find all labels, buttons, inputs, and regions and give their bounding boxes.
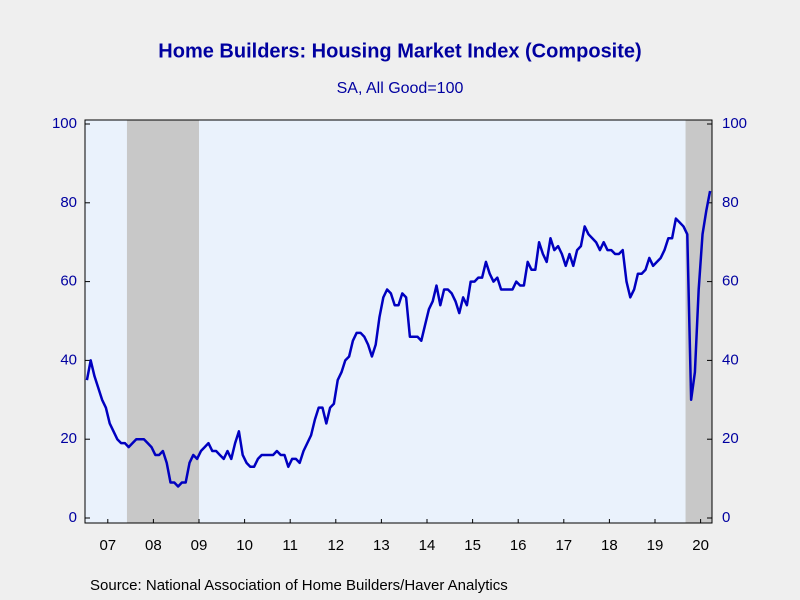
data-line xyxy=(85,190,712,488)
x-tick-label: 19 xyxy=(647,537,664,554)
x-tick-label: 08 xyxy=(145,537,162,554)
x-tick-label: 09 xyxy=(191,537,208,554)
x-tick-label: 10 xyxy=(236,537,253,554)
y2-tick-label: 100 xyxy=(722,115,747,132)
x-tick-label: 12 xyxy=(327,537,344,554)
y2-tick-label: 80 xyxy=(722,194,739,211)
y-tick-label: 0 xyxy=(69,509,77,526)
chart-subtitle: SA, All Good=100 xyxy=(337,80,464,97)
x-tick-label: 17 xyxy=(555,537,572,554)
x-tick-label: 15 xyxy=(464,537,481,554)
y2-tick-label: 20 xyxy=(722,430,739,447)
x-tick-label: 14 xyxy=(419,537,436,554)
y-tick-label: 60 xyxy=(60,273,77,290)
recession-band xyxy=(126,120,199,523)
x-tick-label: 07 xyxy=(99,537,116,554)
chart-title: Home Builders: Housing Market Index (Com… xyxy=(158,40,641,62)
x-tick-label: 20 xyxy=(692,537,709,554)
source: Source: National Association of Home Bui… xyxy=(90,577,508,594)
y-tick-label: 40 xyxy=(60,351,77,368)
plot-border xyxy=(84,119,713,524)
y2-tick-label: 40 xyxy=(722,351,739,368)
x-tick-label: 16 xyxy=(510,537,527,554)
y2-tick-label: 0 xyxy=(722,509,730,526)
y-tick-label: 80 xyxy=(60,194,77,211)
y2-tick-label: 60 xyxy=(722,273,739,290)
x-tick-label: 18 xyxy=(601,537,618,554)
y-tick-label: 100 xyxy=(52,115,77,132)
y-tick-label: 20 xyxy=(60,430,77,447)
x-tick-label: 13 xyxy=(373,537,390,554)
x-tick-label: 11 xyxy=(282,537,298,554)
